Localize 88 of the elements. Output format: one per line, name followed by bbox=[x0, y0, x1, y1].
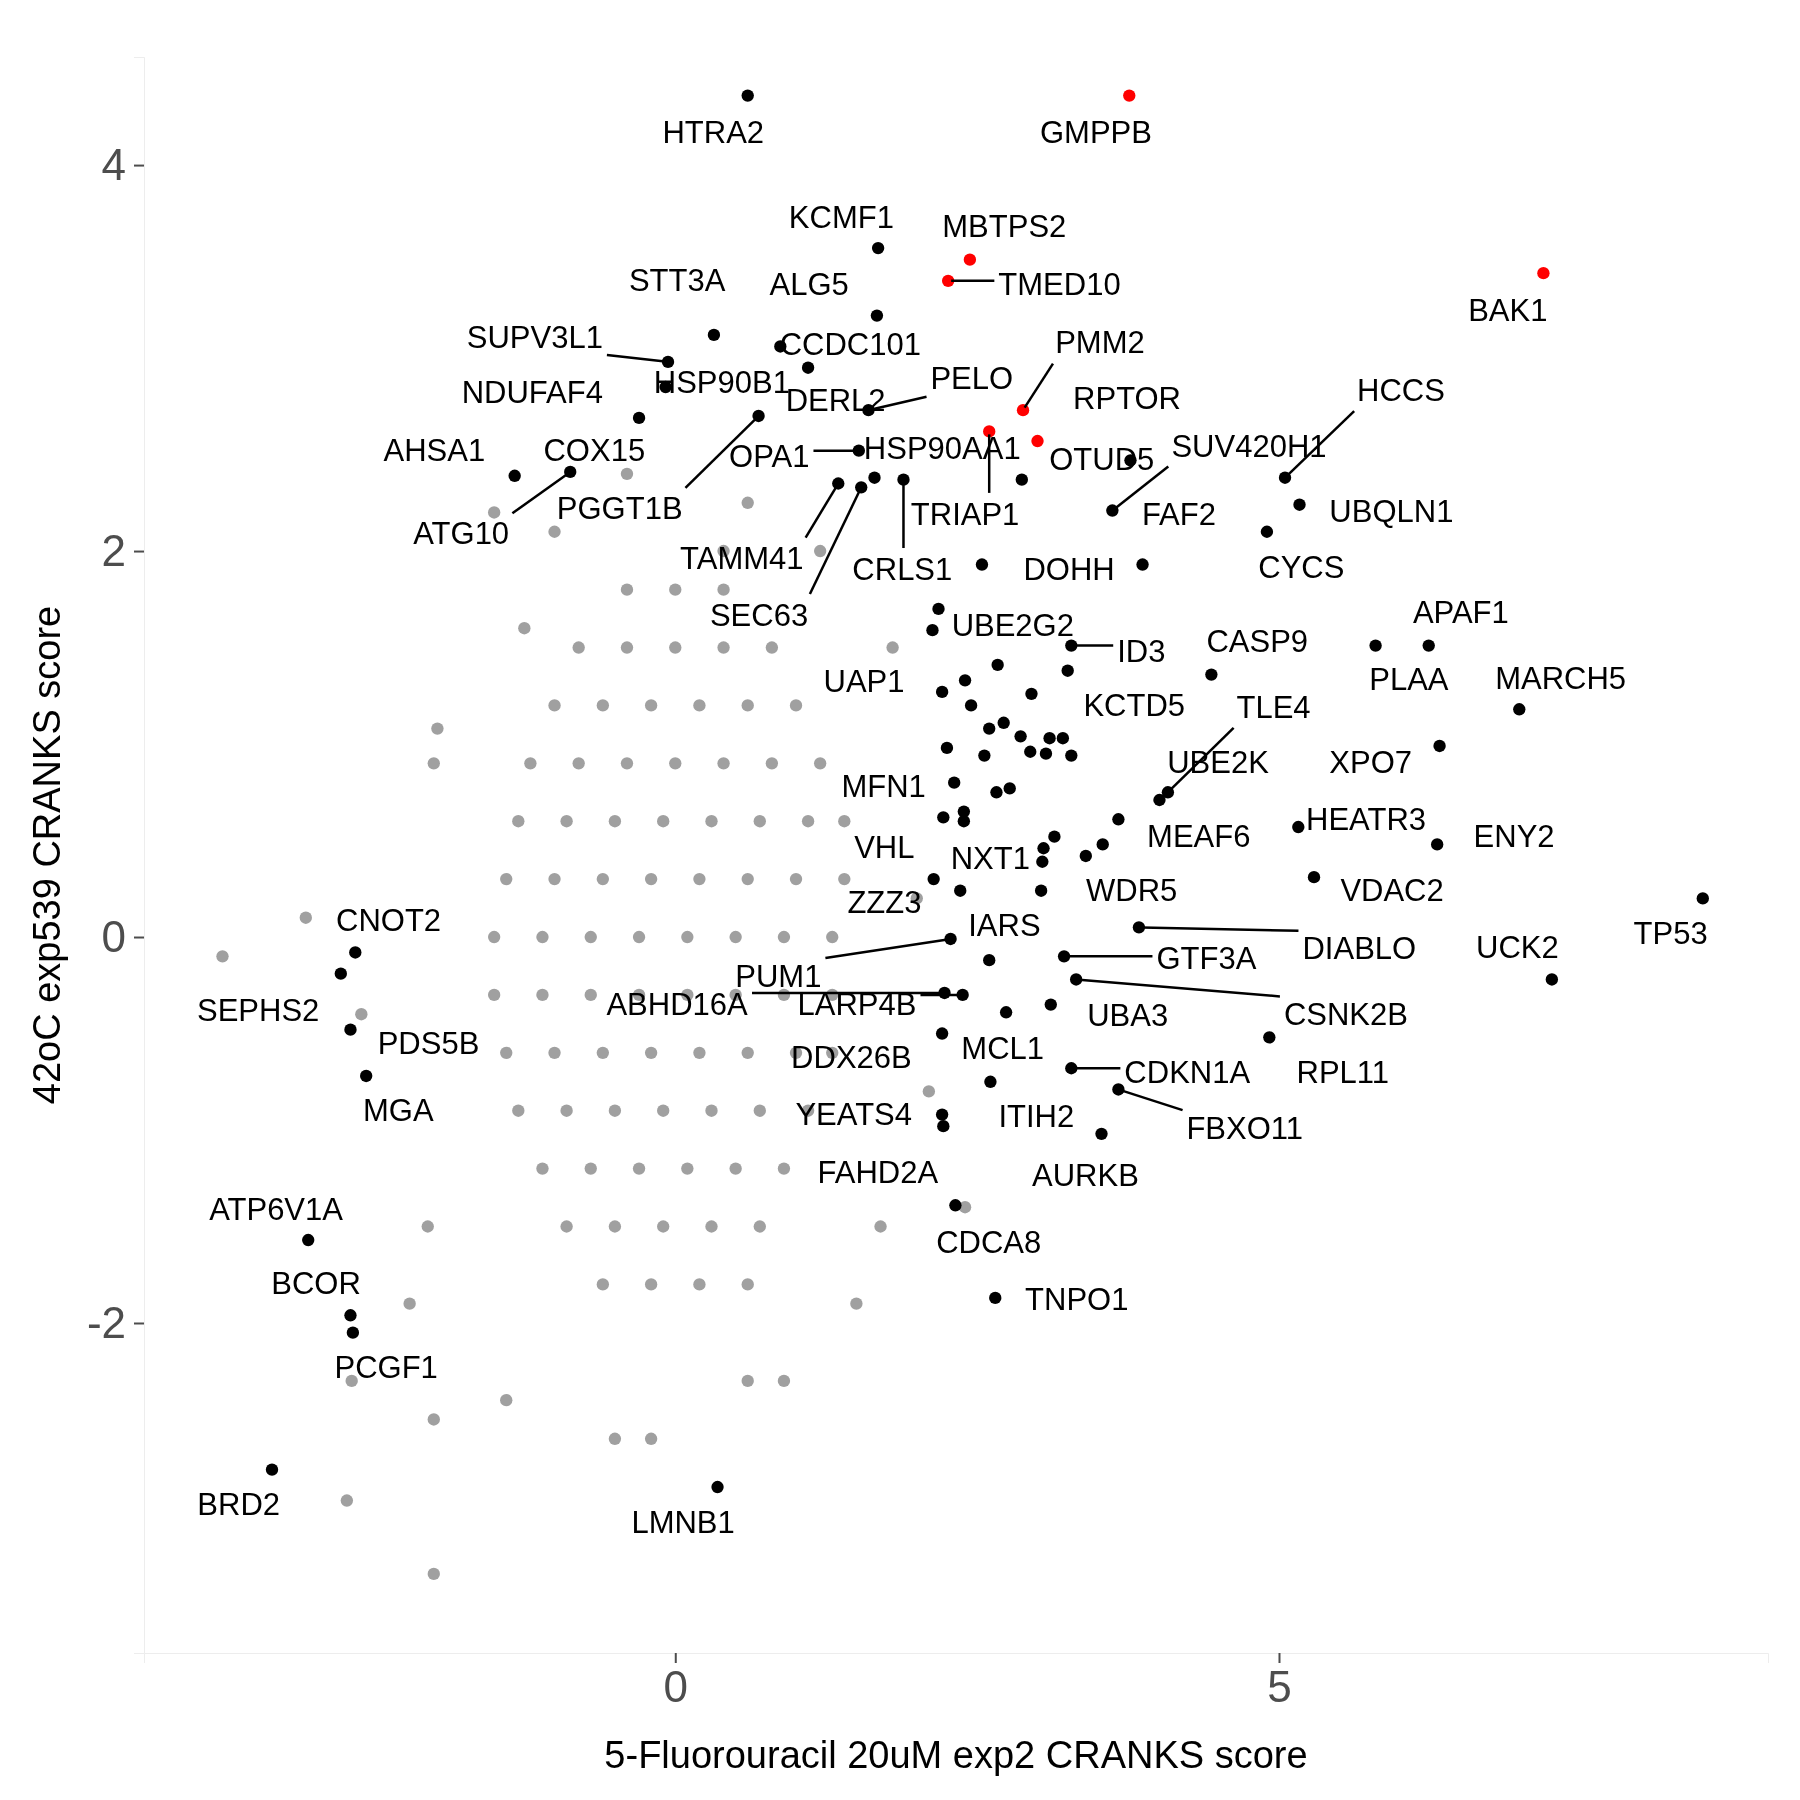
annotation: IARS bbox=[968, 907, 1041, 943]
point bbox=[963, 253, 977, 266]
annotation: ATG10 bbox=[413, 515, 510, 551]
annotation: CCDC101 bbox=[779, 327, 921, 363]
annotation: ITIH2 bbox=[998, 1099, 1075, 1135]
annotation: MARCH5 bbox=[1495, 661, 1627, 697]
annotation: TNPO1 bbox=[1025, 1281, 1129, 1317]
y-tick-label: 4 bbox=[101, 139, 126, 189]
annotation: CDKN1A bbox=[1124, 1054, 1251, 1090]
annotation: WDR5 bbox=[1086, 873, 1178, 909]
annotation: DIABLO bbox=[1302, 930, 1417, 966]
annotation: PGGT1B bbox=[556, 490, 683, 526]
point bbox=[941, 274, 955, 288]
annotation: FAF2 bbox=[1141, 496, 1216, 532]
y-tick-label: 0 bbox=[101, 911, 126, 961]
annotation: GMPPB bbox=[1039, 115, 1152, 151]
annotation: GTF3A bbox=[1156, 941, 1257, 977]
y-tick-label: -2 bbox=[86, 1297, 126, 1347]
annotation: DOHH bbox=[1023, 552, 1115, 587]
annotation: VDAC2 bbox=[1340, 872, 1444, 908]
annotation: COX15 bbox=[543, 432, 646, 468]
annotation: AURKB bbox=[1032, 1158, 1139, 1194]
point bbox=[1537, 266, 1550, 280]
annotation: SEC63 bbox=[709, 597, 809, 633]
annotation: HEATR3 bbox=[1306, 801, 1427, 837]
annotation: NXT1 bbox=[950, 840, 1030, 876]
annotation: CYCS bbox=[1258, 550, 1345, 586]
annotation: KCTD5 bbox=[1083, 687, 1186, 723]
annotation: SEPHS2 bbox=[196, 993, 320, 1029]
annotation: TMED10 bbox=[998, 267, 1121, 303]
annotation: MBTPS2 bbox=[942, 209, 1067, 245]
annotation: XPO7 bbox=[1329, 744, 1413, 780]
y-tick-label: 2 bbox=[101, 525, 126, 575]
annotation: ENY2 bbox=[1473, 819, 1555, 855]
annotation: PCGF1 bbox=[334, 1349, 438, 1385]
annotation: CRLS1 bbox=[852, 552, 953, 588]
annotation: PDS5B bbox=[377, 1026, 480, 1062]
annotation: RPTOR bbox=[1073, 381, 1182, 417]
annotation: HCCS bbox=[1357, 373, 1445, 409]
annotation: PMM2 bbox=[1055, 325, 1145, 361]
annotation: OPA1 bbox=[729, 439, 810, 475]
annotation: MEAF6 bbox=[1147, 819, 1251, 855]
annotation: ID3 bbox=[1117, 634, 1166, 670]
annotation: UCK2 bbox=[1476, 930, 1559, 966]
annotation: MFN1 bbox=[841, 769, 926, 805]
annotation: ALG5 bbox=[769, 267, 849, 303]
annotation: LMNB1 bbox=[631, 1505, 735, 1541]
y-axis-title: 42oC exp539 CRANKS score bbox=[26, 605, 68, 1105]
annotation: NDUFAF4 bbox=[461, 375, 603, 411]
annotation: UAP1 bbox=[823, 664, 905, 700]
annotation: BAK1 bbox=[1468, 292, 1548, 328]
annotation: APAF1 bbox=[1412, 595, 1509, 631]
annotation: STT3A bbox=[628, 262, 726, 298]
annotation: TRIAP1 bbox=[910, 496, 1020, 532]
point bbox=[1031, 434, 1044, 448]
annotation: CDCA8 bbox=[936, 1224, 1042, 1260]
annotation: MGA bbox=[363, 1093, 434, 1129]
x-tick-label: 5 bbox=[1267, 1662, 1292, 1712]
annotation: SUPV3L1 bbox=[466, 319, 603, 355]
annotation: PLAA bbox=[1369, 661, 1449, 697]
annotation: RPL11 bbox=[1296, 1054, 1390, 1090]
annotation: TP53 bbox=[1633, 915, 1708, 951]
annotation: CNOT2 bbox=[336, 903, 442, 939]
annotation: CSNK2B bbox=[1283, 996, 1408, 1032]
annotation: TLE4 bbox=[1236, 690, 1311, 726]
annotation: FAHD2A bbox=[817, 1154, 939, 1190]
annotation: HTRA2 bbox=[662, 115, 765, 151]
annotation: VHL bbox=[854, 829, 915, 865]
annotation: BCOR bbox=[271, 1265, 361, 1301]
annotation: TAMM41 bbox=[680, 540, 804, 576]
annotation: YEATS4 bbox=[795, 1097, 913, 1133]
annotation: PELO bbox=[930, 360, 1014, 396]
point bbox=[1016, 404, 1030, 417]
annotation: FBXO11 bbox=[1186, 1111, 1303, 1147]
annotation: ZZZ3 bbox=[847, 885, 922, 921]
annotation: CASP9 bbox=[1206, 624, 1309, 660]
annotation: KCMF1 bbox=[788, 199, 894, 235]
annotation: BRD2 bbox=[197, 1486, 281, 1522]
x-axis-title: 5-Fluorouracil 20uM exp2 CRANKS score bbox=[604, 1734, 1308, 1776]
annotation: UBA3 bbox=[1087, 997, 1169, 1033]
annotation: DDX26B bbox=[791, 1040, 912, 1076]
annotation: UBQLN1 bbox=[1329, 494, 1454, 530]
annotation: OTUD5 bbox=[1049, 442, 1155, 478]
annotation: AHSA1 bbox=[383, 433, 486, 469]
annotation: UBE2G2 bbox=[951, 608, 1074, 644]
annotation: MCL1 bbox=[961, 1030, 1045, 1066]
annotation: ATP6V1A bbox=[209, 1191, 344, 1227]
point bbox=[1123, 89, 1136, 102]
